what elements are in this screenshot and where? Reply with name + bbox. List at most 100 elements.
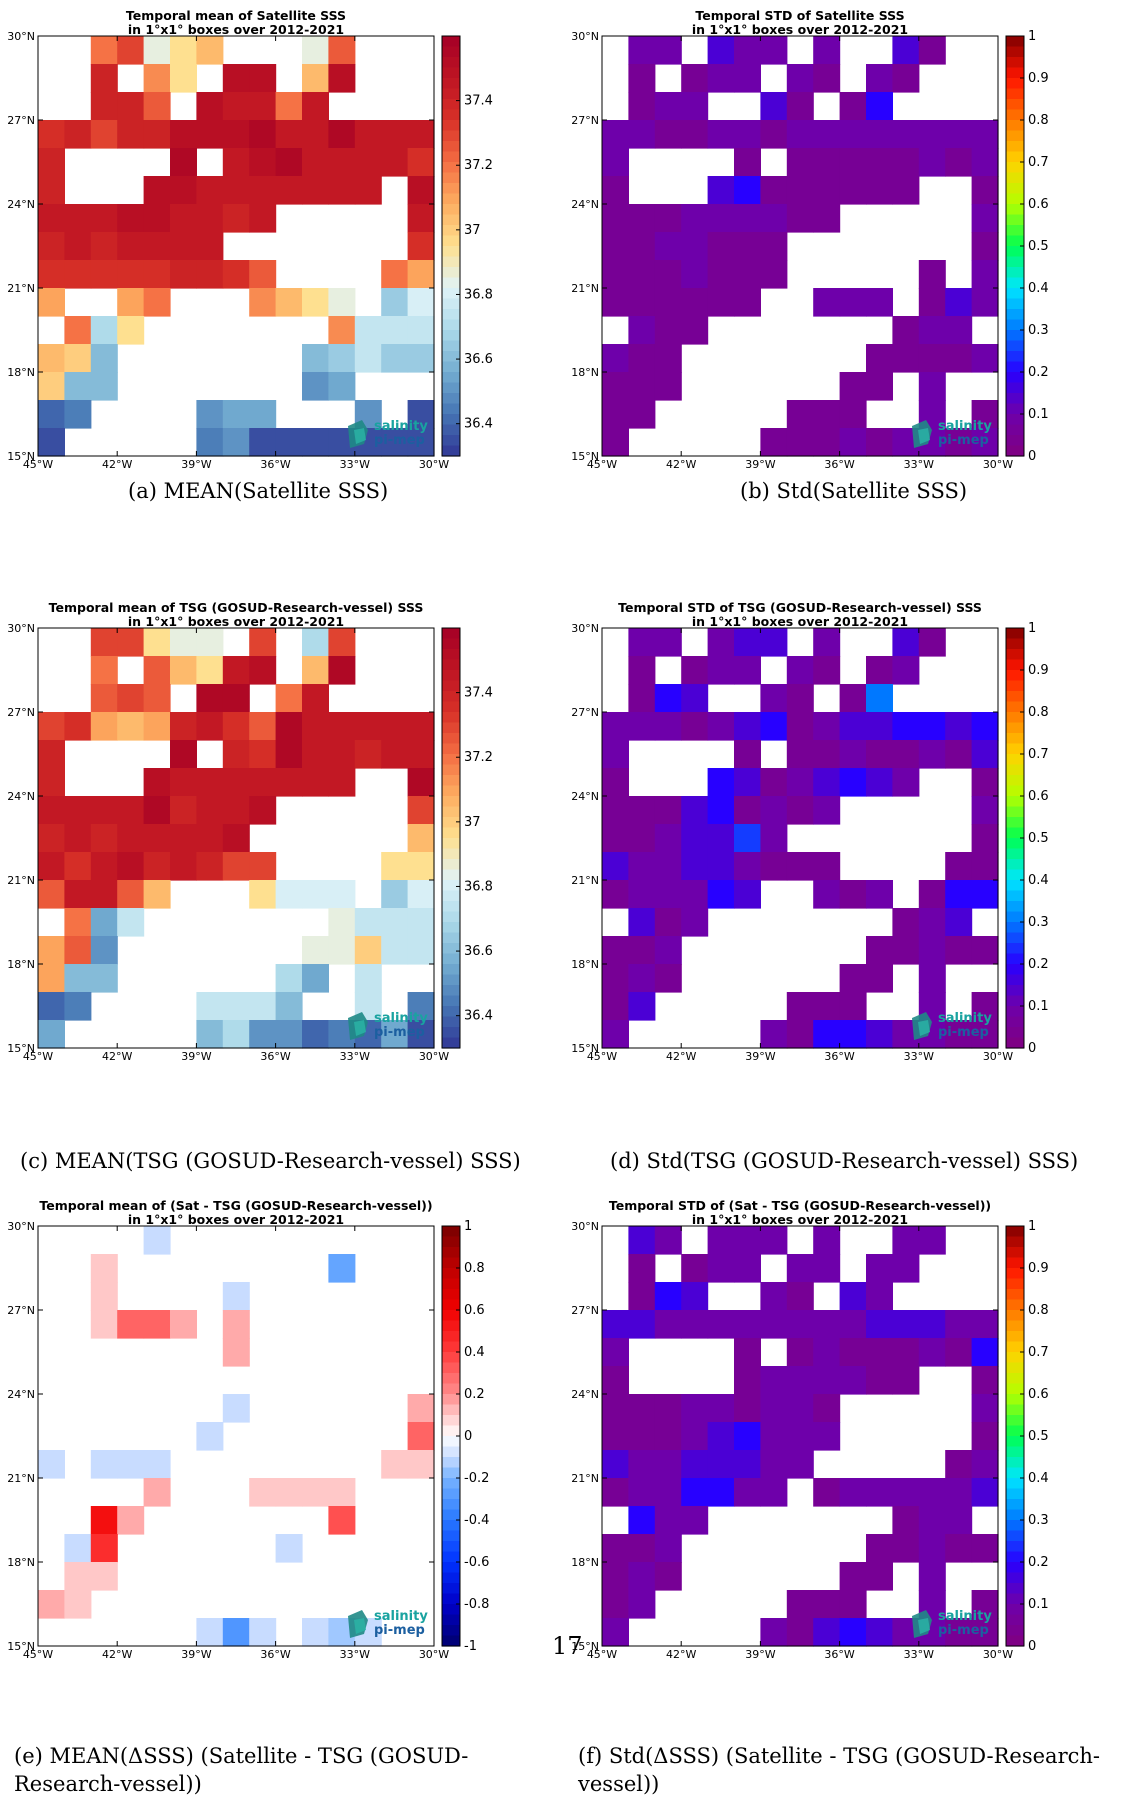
- map-frame: [37, 627, 435, 1049]
- heatmap-cell: [143, 1450, 171, 1479]
- heatmap-cell: [945, 1478, 973, 1507]
- heatmap-cell: [170, 120, 197, 149]
- heatmap-cell: [143, 712, 171, 741]
- colorbar-segment: [442, 256, 460, 268]
- lat-tick-label: 15°N: [7, 1640, 35, 1653]
- heatmap-cell: [813, 796, 841, 825]
- heatmap-cell: [628, 1478, 656, 1507]
- heatmap-cell: [707, 36, 735, 65]
- heatmap-cell: [892, 176, 920, 205]
- heatmap-cell: [866, 1020, 893, 1049]
- colorbar-segment: [1006, 309, 1024, 321]
- heatmap-cell: [64, 344, 92, 373]
- heatmap-cell: [971, 1618, 999, 1647]
- heatmap-cell: [354, 908, 382, 937]
- colorbar-segment: [442, 1310, 460, 1322]
- heatmap-cell: [222, 1310, 250, 1339]
- heatmap-cell: [38, 176, 65, 205]
- colorbar-segment: [442, 46, 460, 58]
- heatmap-cell: [222, 656, 250, 685]
- logo-text-salinity: salinity: [938, 1011, 992, 1026]
- colorbar-segment: [442, 775, 460, 787]
- lat-tick-label: 15°N: [571, 1042, 599, 1055]
- colorbar-segment: [1006, 1520, 1024, 1532]
- colorbar-tick-label: 0.8: [1028, 705, 1049, 720]
- heatmap-cell: [90, 1282, 118, 1311]
- heatmap-cell: [971, 260, 999, 289]
- colorbar-segment: [1006, 1257, 1024, 1269]
- colorbar-segment: [1006, 638, 1024, 650]
- lon-tick-label: 30°W: [983, 458, 1013, 471]
- heatmap-cell: [602, 1562, 629, 1591]
- lat-tick-label: 24°N: [7, 1388, 35, 1401]
- heatmap-cell: [945, 1310, 973, 1339]
- colorbar-segment: [442, 995, 460, 1007]
- heatmap-cell: [786, 92, 814, 121]
- heatmap-cell: [839, 740, 867, 769]
- heatmap-cell: [813, 740, 841, 769]
- colorbar-tick-label: -0.2: [464, 1471, 489, 1486]
- heatmap-cell: [602, 260, 629, 289]
- heatmap-cell: [170, 768, 197, 797]
- heatmap-cell: [681, 204, 709, 233]
- chart-subtitle: in 1°x1° boxes over 2012-2021: [128, 1212, 344, 1227]
- heatmap-cell: [302, 880, 329, 909]
- heatmap-cell: [90, 344, 118, 373]
- heatmap-cell: [354, 176, 382, 205]
- colorbar-segment: [1006, 901, 1024, 913]
- heatmap-cell: [196, 1020, 224, 1049]
- lat-tick-label: 18°N: [571, 1556, 599, 1569]
- colorbar-segment: [1006, 712, 1024, 724]
- lat-tick-label: 15°N: [7, 1042, 35, 1055]
- heatmap-cell: [90, 260, 118, 289]
- colorbar-segment: [1006, 151, 1024, 163]
- heatmap-cell: [918, 372, 946, 401]
- heatmap-cell: [602, 880, 629, 909]
- heatmap-cell: [628, 628, 656, 657]
- colorbar-segment: [442, 36, 460, 48]
- heatmap-cell: [839, 1590, 867, 1619]
- heatmap-cell: [117, 908, 145, 937]
- heatmap-cell: [654, 852, 682, 881]
- colorbar-segment: [442, 691, 460, 703]
- heatmap-cell: [64, 880, 92, 909]
- heatmap-cell: [170, 628, 197, 657]
- heatmap-cell: [222, 148, 250, 177]
- colorbar-tick-label: 0.2: [1028, 1555, 1049, 1570]
- heatmap-cell: [918, 936, 946, 965]
- heatmap-cell: [143, 1226, 171, 1255]
- logo-text-pimep: pi-mep: [938, 1623, 989, 1638]
- colorbar-segment: [1006, 130, 1024, 142]
- heatmap-cell: [654, 1450, 682, 1479]
- heatmap-cell: [866, 1366, 893, 1395]
- heatmap-cell: [117, 204, 145, 233]
- heatmap-cell: [222, 796, 250, 825]
- colorbar-segment: [1006, 1604, 1024, 1616]
- heatmap-cell: [143, 260, 171, 289]
- colorbar-segment: [442, 638, 460, 650]
- heatmap-cell: [734, 1394, 761, 1423]
- heatmap-cell: [839, 880, 867, 909]
- heatmap-cell: [786, 656, 814, 685]
- logo-text-pimep: pi-mep: [374, 1025, 425, 1040]
- colorbar-segment: [1006, 1247, 1024, 1259]
- heatmap-cell: [602, 1534, 629, 1563]
- colorbar-segment: [1006, 922, 1024, 934]
- heatmap-cell: [866, 148, 893, 177]
- heatmap-cell: [302, 712, 329, 741]
- heatmap-cell: [249, 92, 277, 121]
- heatmap-cell: [407, 936, 435, 965]
- colorbar-segment: [1006, 414, 1024, 426]
- heatmap-cell: [407, 232, 435, 261]
- heatmap-cell: [760, 1020, 788, 1049]
- map-frame: [601, 35, 999, 457]
- heatmap-cell: [170, 796, 197, 825]
- heatmap-cell: [117, 796, 145, 825]
- colorbar-segment: [1006, 680, 1024, 692]
- lat-tick-label: 24°N: [7, 790, 35, 803]
- colorbar-segment: [1006, 796, 1024, 808]
- heatmap-cell: [381, 740, 409, 769]
- heatmap-cell: [760, 1478, 788, 1507]
- heatmap-cell: [945, 852, 973, 881]
